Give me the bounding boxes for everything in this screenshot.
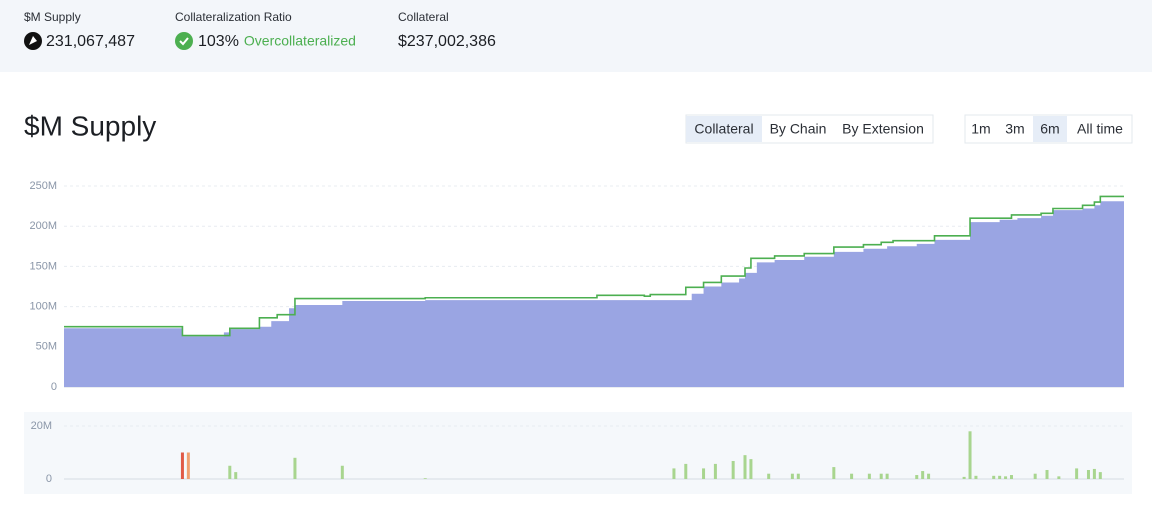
bar [968, 431, 972, 479]
bar [1033, 473, 1037, 479]
button[interactable]: 3m [1005, 121, 1024, 137]
page-title: $M Supply [24, 110, 156, 141]
button[interactable]: By Chain [770, 121, 827, 137]
bar [186, 452, 190, 479]
supply-area [64, 201, 1124, 387]
y-tick-label: 20M [31, 420, 52, 432]
active-bg [686, 116, 762, 142]
y-tick-label: 100M [29, 301, 57, 313]
bar [992, 475, 996, 479]
bar [998, 475, 1002, 479]
m-logo-mark [29, 36, 37, 45]
bar [293, 457, 297, 479]
active-bg [1033, 116, 1067, 142]
bar [702, 468, 706, 479]
bar [340, 465, 344, 479]
bar [684, 463, 688, 479]
collateral-line [64, 195, 1124, 337]
button[interactable]: 6m [1040, 121, 1059, 137]
bar [672, 468, 676, 479]
button[interactable]: By Extension [842, 121, 924, 137]
button[interactable]: 1m [971, 121, 990, 137]
y-tick-label: 0 [46, 473, 52, 485]
stats-bar [0, 0, 1152, 72]
y-tick-label: 200M [29, 220, 57, 232]
bar [749, 459, 753, 479]
check-mark [179, 37, 189, 46]
bar [423, 478, 427, 479]
bar [1075, 468, 1079, 479]
bar-panel [24, 412, 1132, 494]
bar [879, 473, 883, 479]
button[interactable]: Collateral [694, 121, 753, 137]
bar [1045, 469, 1049, 479]
bar [767, 473, 771, 479]
button[interactable]: All time [1077, 121, 1123, 137]
check-icon [175, 32, 193, 50]
stat-label: Collateralization Ratio [175, 10, 292, 24]
bar [962, 476, 966, 479]
bar [228, 465, 232, 479]
bar [796, 473, 800, 479]
y-tick-label: 0 [51, 381, 57, 393]
y-tick-label: 150M [29, 260, 57, 272]
bar [867, 473, 871, 479]
bar [234, 472, 238, 479]
bar [713, 463, 717, 479]
stat-label: Collateral [398, 10, 449, 24]
bar [180, 452, 184, 479]
bar [832, 467, 836, 479]
bar [731, 460, 735, 479]
bar [1004, 476, 1008, 479]
bar [1098, 472, 1102, 479]
bar [1009, 475, 1013, 479]
bar [927, 473, 931, 479]
y-tick-label: 50M [36, 341, 57, 353]
bar [790, 473, 794, 479]
stat-label: $M Supply [24, 10, 81, 24]
bar [743, 455, 747, 479]
bar [974, 475, 978, 479]
bar [850, 473, 854, 479]
bar [915, 475, 919, 479]
stat-value: 103% [198, 33, 239, 50]
stat-value: $237,002,386 [398, 33, 496, 50]
y-tick-label: 250M [29, 180, 57, 192]
stat-note: Overcollateralized [244, 33, 356, 49]
bar [1092, 468, 1096, 479]
bar [1086, 469, 1090, 479]
stat-value: 231,067,487 [46, 33, 135, 50]
bar [1057, 476, 1061, 479]
bar [885, 473, 889, 479]
bar [921, 471, 925, 479]
